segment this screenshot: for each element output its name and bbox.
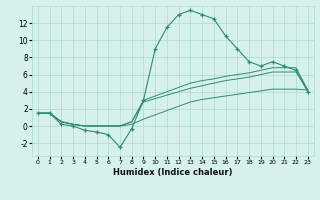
X-axis label: Humidex (Indice chaleur): Humidex (Indice chaleur) <box>113 168 233 177</box>
